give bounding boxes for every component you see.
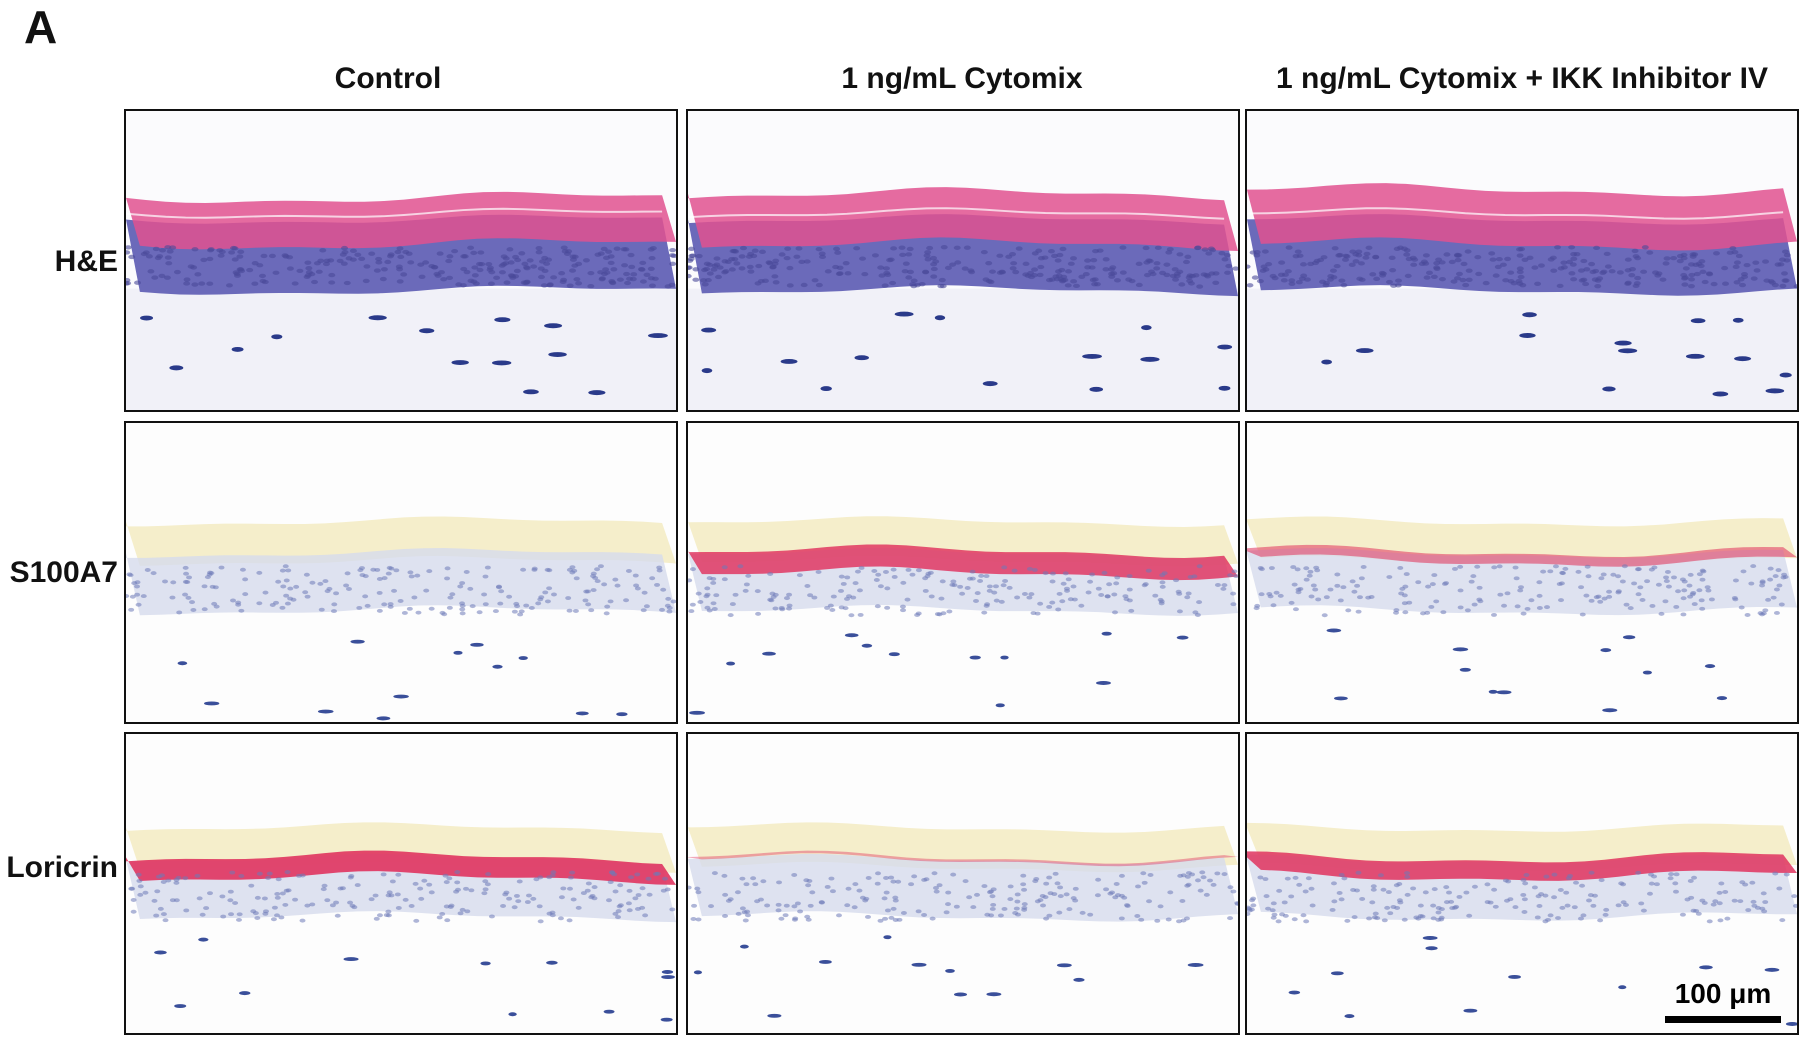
scale-bar [1665,1016,1781,1023]
row-label-he: H&E [54,245,118,278]
column-header-cytomix: 1 ng/mL Cytomix [841,62,1083,95]
micrograph-s100a7-cytomix [686,421,1240,724]
column-header-control: Control [334,62,442,95]
micrograph-image [126,734,676,1033]
micrograph-image [1247,423,1797,722]
row-label-loricrin: Loricrin [6,851,118,884]
micrograph-loricrin-cytomix-ikk [1245,732,1799,1035]
row-label-s100a7: S100A7 [9,556,118,589]
micrograph-image [688,111,1238,410]
micrograph-image [126,423,676,722]
micrograph-image [126,111,676,410]
micrograph-he-cytomix-ikk [1245,109,1799,412]
micrograph-he-cytomix [686,109,1240,412]
micrograph-loricrin-control [124,732,678,1035]
micrograph-image [1247,734,1797,1033]
micrograph-loricrin-cytomix [686,732,1240,1035]
micrograph-image [1247,111,1797,410]
column-header-cytomix-ikk: 1 ng/mL Cytomix + IKK Inhibitor IV [1276,62,1768,95]
scale-bar-label: 100 μm [1674,978,1772,1009]
micrograph-image [688,423,1238,722]
micrograph-s100a7-control [124,421,678,724]
panel-label: A [24,1,58,53]
micrograph-he-control [124,109,678,412]
micrograph-image [688,734,1238,1033]
micrograph-s100a7-cytomix-ikk [1245,421,1799,724]
